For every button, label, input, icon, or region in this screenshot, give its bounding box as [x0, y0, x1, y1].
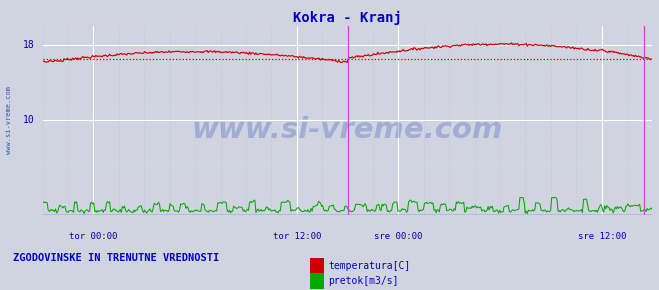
Text: www.si-vreme.com: www.si-vreme.com [7, 86, 13, 154]
Text: sre 12:00: sre 12:00 [578, 231, 626, 241]
Text: 18: 18 [22, 40, 34, 50]
Text: pretok[m3/s]: pretok[m3/s] [328, 276, 399, 286]
Text: ZGODOVINSKE IN TRENUTNE VREDNOSTI: ZGODOVINSKE IN TRENUTNE VREDNOSTI [13, 253, 219, 263]
Text: tor 12:00: tor 12:00 [273, 231, 321, 241]
Title: Kokra - Kranj: Kokra - Kranj [293, 11, 402, 25]
Text: www.si-vreme.com: www.si-vreme.com [192, 116, 503, 144]
Text: tor 00:00: tor 00:00 [69, 231, 117, 241]
Text: sre 00:00: sre 00:00 [374, 231, 422, 241]
Text: 10: 10 [22, 115, 34, 125]
Text: temperatura[C]: temperatura[C] [328, 261, 411, 271]
